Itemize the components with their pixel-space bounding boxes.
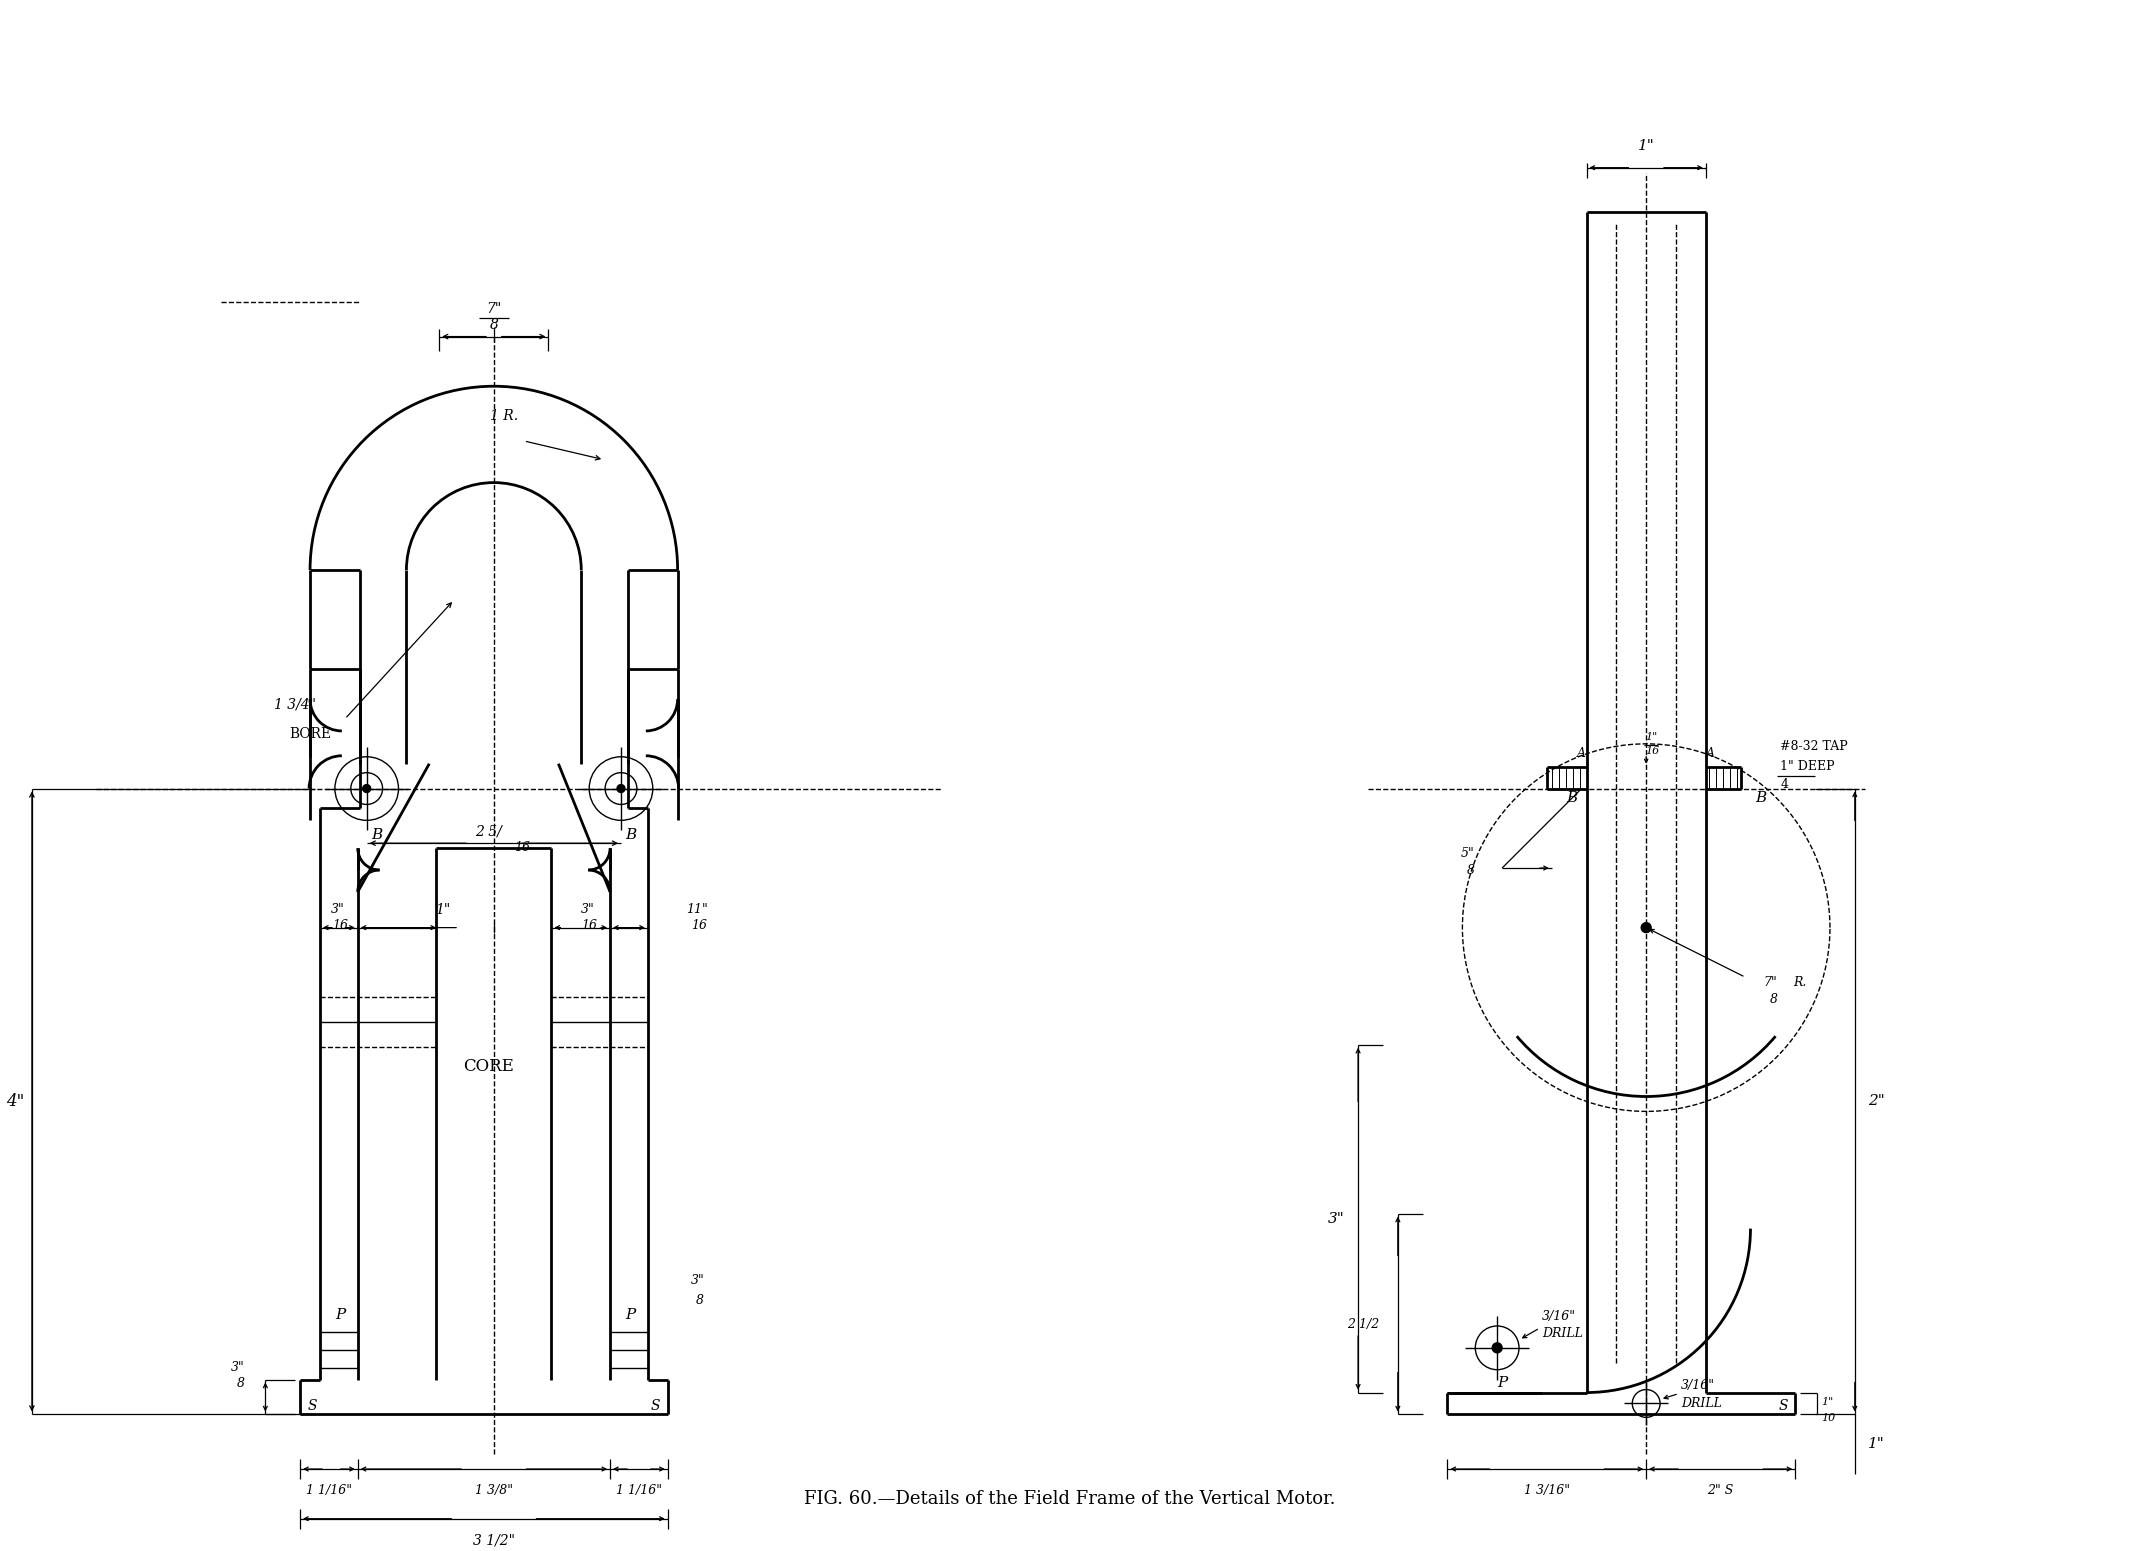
Text: 8: 8 xyxy=(236,1377,244,1390)
Text: 3": 3" xyxy=(231,1362,244,1374)
Text: CORE: CORE xyxy=(463,1058,514,1075)
Text: 1": 1" xyxy=(1637,140,1654,154)
Circle shape xyxy=(1642,923,1650,932)
Text: 16: 16 xyxy=(332,920,347,932)
Text: 3 1/2": 3 1/2" xyxy=(474,1534,514,1548)
Text: A: A xyxy=(1706,748,1714,760)
Text: 11": 11" xyxy=(686,903,709,917)
Text: 1": 1" xyxy=(1646,732,1657,741)
Text: 3": 3" xyxy=(581,903,596,917)
Text: 1 3/8": 1 3/8" xyxy=(476,1484,512,1497)
Text: 1 3/16": 1 3/16" xyxy=(1524,1484,1571,1497)
Text: 16: 16 xyxy=(581,920,598,932)
Text: 16: 16 xyxy=(514,841,529,853)
Circle shape xyxy=(1492,1343,1502,1352)
Circle shape xyxy=(617,785,626,793)
Text: 1 1/16": 1 1/16" xyxy=(306,1484,351,1497)
Text: B: B xyxy=(371,828,381,842)
Text: 16: 16 xyxy=(692,920,707,932)
Text: S: S xyxy=(1779,1399,1787,1413)
Text: 2 5/: 2 5/ xyxy=(476,824,501,838)
Text: 8: 8 xyxy=(489,318,499,332)
Circle shape xyxy=(362,785,371,793)
Text: DRILL: DRILL xyxy=(1680,1397,1721,1410)
Text: S: S xyxy=(651,1399,660,1413)
Text: P: P xyxy=(1498,1376,1507,1390)
Text: 8: 8 xyxy=(696,1294,703,1306)
Text: 3": 3" xyxy=(1329,1211,1344,1225)
Text: B: B xyxy=(626,828,636,842)
Text: 1 R.: 1 R. xyxy=(491,409,519,423)
Text: 3/16": 3/16" xyxy=(1541,1309,1575,1323)
Text: 16: 16 xyxy=(1646,746,1659,755)
Text: BORE: BORE xyxy=(289,727,332,741)
Text: 1": 1" xyxy=(1869,1438,1886,1452)
Text: B: B xyxy=(1567,791,1577,805)
Text: 4: 4 xyxy=(1781,779,1787,791)
Text: #8-32 TAP: #8-32 TAP xyxy=(1781,740,1847,754)
Text: 3": 3" xyxy=(690,1273,705,1287)
Text: A: A xyxy=(1577,748,1586,760)
Text: 1" DEEP: 1" DEEP xyxy=(1781,760,1834,774)
Text: 8: 8 xyxy=(1770,993,1777,1005)
Text: 1 1/16": 1 1/16" xyxy=(615,1484,662,1497)
Text: 3/16": 3/16" xyxy=(1680,1379,1714,1393)
Text: P: P xyxy=(626,1307,634,1321)
Text: DRILL: DRILL xyxy=(1541,1328,1584,1340)
Text: 4": 4" xyxy=(6,1093,24,1111)
Text: 2 1/2: 2 1/2 xyxy=(1348,1318,1380,1331)
Text: 1": 1" xyxy=(1822,1397,1832,1407)
Text: 1": 1" xyxy=(435,903,450,917)
Text: 2" S: 2" S xyxy=(1708,1484,1734,1497)
Text: S: S xyxy=(306,1399,317,1413)
Text: 3": 3" xyxy=(330,903,345,917)
Text: P: P xyxy=(334,1307,345,1321)
Text: 10: 10 xyxy=(1822,1413,1834,1424)
Text: 1 3/4": 1 3/4" xyxy=(274,696,317,710)
Text: R.: R. xyxy=(1794,976,1807,990)
Text: 7": 7" xyxy=(1764,976,1777,990)
Text: 8: 8 xyxy=(1466,864,1474,876)
Text: 7": 7" xyxy=(486,302,501,316)
Text: 2": 2" xyxy=(1869,1095,1886,1109)
Text: B: B xyxy=(1755,791,1766,805)
Text: FIG. 60.—Details of the Field Frame of the Vertical Motor.: FIG. 60.—Details of the Field Frame of t… xyxy=(804,1491,1335,1508)
Text: 5": 5" xyxy=(1462,847,1474,859)
